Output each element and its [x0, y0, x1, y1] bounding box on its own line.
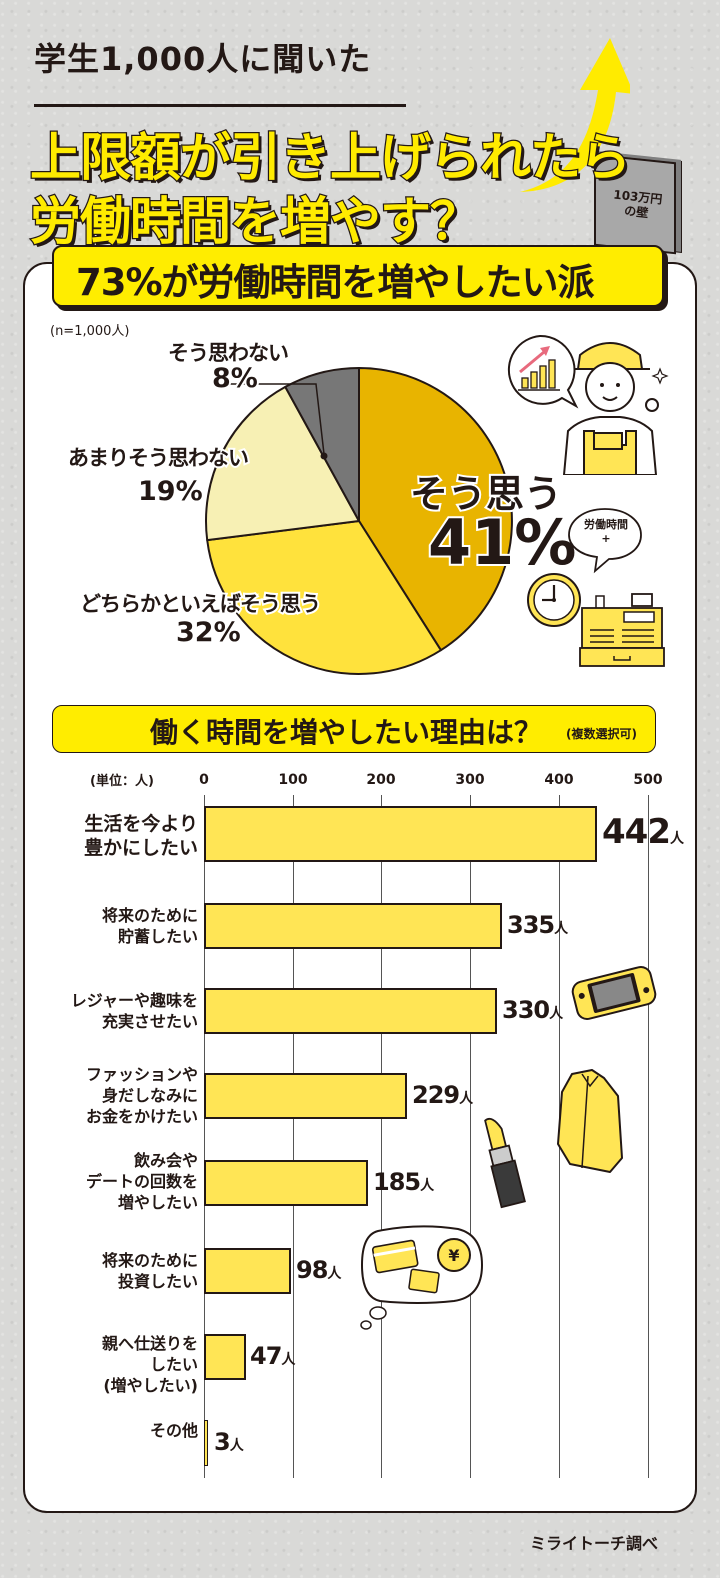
section1-banner — [52, 245, 664, 307]
clock-icon — [527, 573, 581, 627]
section2-banner-note: (複数選択可) — [566, 727, 637, 741]
bar-5 — [204, 1248, 291, 1294]
bar-label-1: 将来のために 貯蓄したい — [101, 906, 198, 946]
gridline-0 — [204, 795, 205, 1478]
lipstick-icon — [484, 1117, 526, 1209]
pie-slice-no — [284, 367, 360, 522]
cash-register-icon — [579, 593, 665, 667]
title-line-2: 労働時間を増やす？ — [29, 192, 483, 254]
bar-value-2: 330人 — [502, 996, 563, 1024]
subtitle-underline — [34, 104, 406, 107]
pie-chart — [205, 367, 513, 675]
x-tick-200: 200 — [366, 772, 396, 788]
bar-1 — [204, 903, 502, 949]
speech-bubble-line2: + — [601, 532, 611, 545]
pie-slice-not-really — [205, 385, 360, 542]
pie-slice-somewhat-yes — [206, 520, 442, 675]
bar-value-7: 3人 — [214, 1428, 244, 1456]
bar-label-6: 親へ仕送りを したい (増やしたい) — [101, 1334, 198, 1395]
bar-0 — [204, 806, 597, 862]
shirt-icon — [557, 1069, 623, 1173]
x-tick-300: 300 — [455, 772, 485, 788]
bar-value-6: 47人 — [250, 1342, 295, 1370]
worker-ok-sign-illustration — [562, 342, 669, 475]
source-credit: ミライトーチ調べ — [530, 1534, 659, 1553]
pie-pct-somewhat-yes: 32% — [174, 615, 243, 650]
section2-banner — [52, 705, 656, 753]
pie-pct-not-really: 19% — [136, 474, 205, 509]
bar-2 — [204, 988, 497, 1034]
speech-bubble-icon — [568, 508, 642, 574]
leader-line — [224, 383, 325, 455]
pie-label-somewhat-yes: どちらかといえばそう思う — [78, 590, 323, 618]
bar-6 — [204, 1334, 246, 1380]
x-tick-100: 100 — [278, 772, 308, 788]
bar-value-0: 442人 — [602, 812, 684, 852]
gridline-300 — [470, 795, 471, 1478]
pie-label-no: そう思わない — [166, 339, 291, 367]
speech-bubble-line1: 労働時間 — [584, 518, 628, 531]
money-thought-bubble-icon: ¥ — [360, 1225, 484, 1330]
growth-chart-bubble-icon — [507, 334, 579, 409]
svg-text:¥: ¥ — [448, 1246, 459, 1265]
section2-banner-text: 働く時間を増やしたい理由は？ — [150, 716, 543, 749]
pie-label-not-really: あまりそう思わない — [66, 444, 251, 472]
gridline-500 — [648, 795, 649, 1478]
x-tick-0: 0 — [199, 772, 209, 788]
bar-4 — [204, 1160, 368, 1206]
game-console-icon — [571, 966, 657, 1020]
bar-value-5: 98人 — [296, 1256, 341, 1284]
upward-arrow-icon — [520, 38, 630, 192]
pie-pct-yes: 41% — [426, 504, 578, 581]
x-tick-400: 400 — [544, 772, 574, 788]
gridline-100 — [293, 795, 294, 1478]
pie-label-yes: そう思う — [408, 470, 564, 518]
bar-label-7: その他 — [149, 1421, 198, 1440]
unit-label: (単位：人) — [90, 774, 154, 789]
bar-3 — [204, 1073, 407, 1119]
pie-pct-no: 8% — [210, 361, 260, 396]
sample-size-note: (n=1,000人) — [50, 324, 130, 339]
bar-value-3: 229人 — [412, 1081, 473, 1109]
speech-bubble-text: 労働時間 + — [573, 516, 639, 545]
section1-banner-text: 73%が労働時間を増やしたい派 — [76, 261, 595, 304]
bar-7 — [204, 1420, 208, 1466]
bar-value-4: 185人 — [373, 1168, 434, 1196]
bar-label-3: ファッションや 身だしなみに お金をかけたい — [85, 1065, 198, 1126]
bar-label-4: 飲み会や デートの回数を 増やしたい — [85, 1151, 198, 1212]
bar-value-1: 335人 — [507, 911, 568, 939]
title-line-1: 上限額が引き上げられたら — [29, 128, 633, 190]
subtitle: 学生1,000人に聞いた — [34, 40, 372, 78]
bar-label-5: 将来のために 投資したい — [101, 1251, 198, 1291]
bar-label-0: 生活を今より 豊かにしたい — [83, 813, 198, 859]
x-tick-500: 500 — [633, 772, 663, 788]
gridline-200 — [381, 795, 382, 1478]
bar-label-2: レジャーや趣味を 充実させたい — [70, 991, 198, 1031]
